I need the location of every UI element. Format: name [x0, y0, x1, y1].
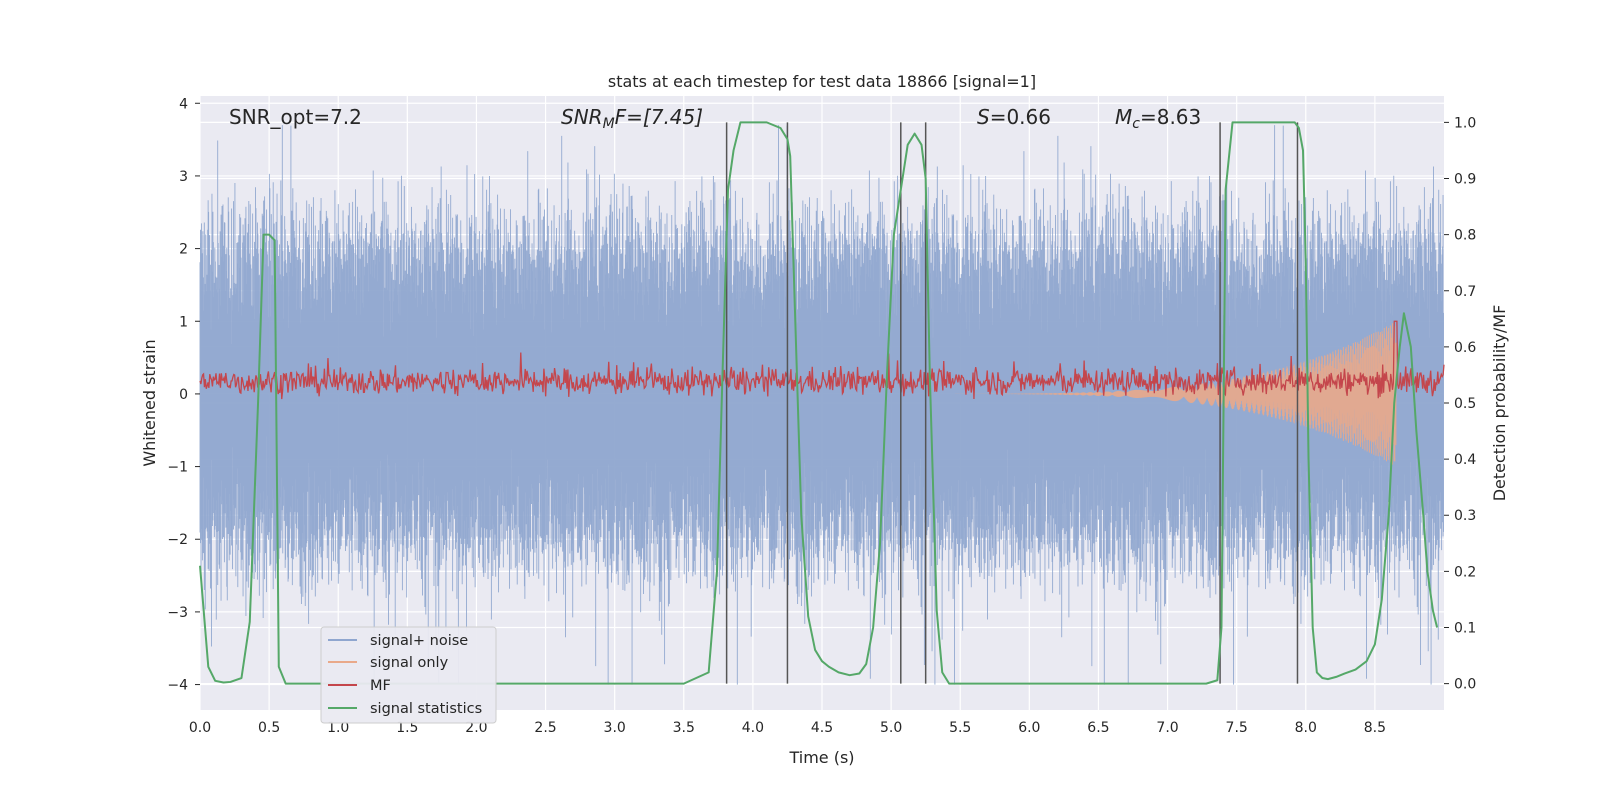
y-left-axis-label: Whitened strain — [140, 339, 159, 466]
annotation-s: S=0.66 — [977, 105, 1051, 129]
y-right-tick-label: 0.1 — [1454, 620, 1476, 636]
mc-sub: c — [1132, 116, 1140, 132]
y-left-tick-label: 2 — [179, 242, 188, 258]
legend-label-signal-statistics: signal statistics — [370, 701, 482, 717]
y-right-axis-label: Detection probability/MF — [1490, 305, 1509, 502]
x-tick-label: 6.5 — [1087, 720, 1109, 736]
x-tick-label: 1.5 — [396, 720, 418, 736]
x-tick-label: 1.0 — [327, 720, 349, 736]
y-right-tick-label: 0.9 — [1454, 172, 1476, 188]
legend-label-mf: MF — [370, 678, 391, 694]
mf-trace — [199, 320, 1445, 400]
x-tick-label: 2.5 — [534, 720, 556, 736]
x-axis-label: Time (s) — [788, 748, 854, 767]
mc-rest: =8.63 — [1140, 105, 1201, 129]
y-right-tick-labels: 1.0 0.9 0.8 0.7 0.6 0.5 0.4 0.3 0.2 0.1 0.0 — [1444, 115, 1476, 693]
x-tick-label: 0.0 — [189, 720, 211, 736]
mc-main: M — [1115, 105, 1132, 129]
x-tick-label: 8.5 — [1364, 720, 1386, 736]
legend-label-signal-only: signal only — [370, 655, 449, 671]
legend: signal+ noise signal only MF signal stat… — [320, 626, 497, 724]
y-left-tick-labels: 4 3 2 1 0 −1 −2 −3 −4 — [167, 96, 200, 694]
y-right-tick-label: 0.4 — [1454, 452, 1476, 468]
x-tick-label: 2.0 — [465, 720, 487, 736]
x-tick-labels: 0.0 0.5 1.0 1.5 2.0 2.5 3.0 3.5 4.0 4.5 5.0 5.5 6.0 6… — [189, 720, 1386, 736]
snr-mf-main: SNR — [561, 105, 603, 129]
y-right-tick-label: 0.5 — [1454, 396, 1476, 412]
y-right-tick-label: 0.8 — [1454, 228, 1476, 244]
snr-mf-rest: F=[7.45] — [615, 105, 703, 129]
y-left-tick-label: −3 — [167, 605, 188, 621]
y-right-tick-label: 0.7 — [1454, 284, 1476, 300]
mf-series — [199, 320, 1445, 400]
y-left-tick-label: −2 — [167, 532, 188, 548]
x-tick-label: 3.5 — [673, 720, 695, 736]
annotation-mc: Mc=8.63 — [1115, 105, 1201, 132]
y-left-tick-label: 3 — [179, 169, 188, 185]
signal-only-trace — [928, 323, 1397, 465]
x-tick-label: 5.0 — [880, 720, 902, 736]
s-rest: =0.66 — [990, 105, 1051, 129]
x-tick-label: 6.0 — [1018, 720, 1040, 736]
x-tick-label: 3.0 — [604, 720, 626, 736]
legend-box — [320, 626, 497, 724]
annotation-snr-opt: SNR_opt=7.2 — [229, 105, 362, 129]
chart-title: stats at each timestep for test data 188… — [608, 72, 1036, 91]
x-tick-label: 0.5 — [258, 720, 280, 736]
y-left-tick-label: 1 — [179, 314, 188, 330]
annotation-snr-mf: SNRMF=[7.45] — [561, 105, 703, 132]
y-right-tick-label: 0.6 — [1454, 340, 1476, 356]
snr-mf-sub: M — [603, 116, 615, 132]
y-left-tick-label: 4 — [179, 96, 188, 112]
y-left-tick-label: −1 — [167, 460, 188, 476]
y-left-tick-label: 0 — [179, 387, 188, 403]
y-right-tick-label: 0.0 — [1454, 677, 1476, 693]
x-tick-label: 7.0 — [1156, 720, 1178, 736]
x-tick-label: 5.5 — [949, 720, 971, 736]
y-right-tick-label: 0.2 — [1454, 564, 1476, 580]
x-tick-label: 8.0 — [1295, 720, 1317, 736]
y-right-tick-label: 0.3 — [1454, 508, 1476, 524]
signal-only-series — [928, 323, 1397, 465]
legend-label-signal-noise: signal+ noise — [370, 633, 468, 649]
x-tick-label: 4.5 — [811, 720, 833, 736]
y-right-tick-label: 1.0 — [1454, 115, 1476, 131]
x-tick-label: 7.5 — [1226, 720, 1248, 736]
y-left-tick-label: −4 — [167, 678, 188, 694]
s-main: S — [977, 105, 990, 129]
x-tick-label: 4.0 — [742, 720, 764, 736]
